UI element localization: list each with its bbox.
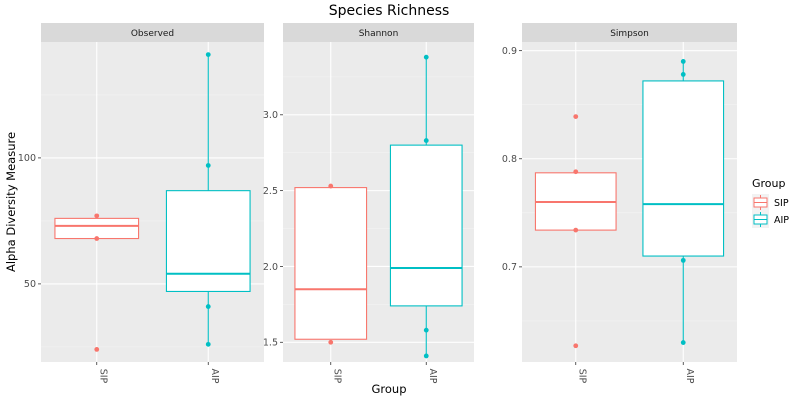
y-tick-label: 3.0 [263,110,278,121]
data-point [680,340,686,345]
facet-strip [522,23,737,42]
x-axis-title: Group [371,382,406,396]
box [54,217,140,240]
data-point [205,52,211,57]
boxplot-aip [389,54,463,359]
facet-simpson: Simpson 0.7 0.8 0.9 SIP AIP [502,23,737,384]
y-tick-label: 2.5 [263,186,278,197]
y-tick-label: 100 [18,153,36,164]
data-point [94,236,100,241]
x-tick-label: AIP [684,368,695,383]
facet-shannon: Shannon 1.5 2.0 2.5 3.0 SIP AIP [263,23,474,384]
boxplot-aip [642,59,725,345]
data-point [573,343,579,349]
data-point [205,304,211,309]
data-point [205,163,211,168]
data-point [423,353,429,359]
data-point [573,227,579,233]
boxplot-sip [534,114,617,349]
plot-title: Species Richness [329,3,450,19]
y-tick-label: 50 [24,279,36,290]
facet-strip-label: Simpson [610,29,649,39]
boxplot-sip [54,213,140,352]
data-point [573,114,579,119]
y-tick-label: 0.8 [502,154,517,165]
box [642,80,725,257]
x-tick-label: SIP [576,369,587,384]
facet-strip [41,23,264,42]
data-point [328,339,334,345]
box [165,190,251,292]
facet-strip-label: Shannon [359,29,399,39]
data-point [423,54,429,60]
y-tick-label: 0.7 [502,262,517,273]
y-axis-title: Alpha Diversity Measure [4,132,18,272]
box [294,187,368,340]
data-point [573,169,579,175]
legend: Group SIP AIP [752,177,789,228]
data-point [423,138,429,143]
facet-panels: Observed 50 100 SIP AIP Shannon 1.5 2.0 2.5 3.0 SI… [18,23,737,384]
facet-strip-label: Observed [131,29,174,39]
x-tick-label: AIP [427,368,438,383]
x-tick-label: SIP [331,369,342,384]
data-point [680,257,686,263]
y-tick-label: 1.5 [263,338,278,349]
data-point [328,183,334,189]
facet-strip [283,23,474,42]
legend-entry-sip: SIP [752,194,789,211]
data-point [680,59,686,64]
data-point [94,213,100,219]
boxplot-aip [165,52,251,347]
x-tick-label: SIP [97,369,108,384]
legend-label: SIP [774,198,789,209]
boxplot-sip [294,183,368,345]
box [389,144,463,307]
data-point [205,341,211,347]
x-tick-label: AIP [209,368,220,383]
y-tick-label: 2.0 [263,262,278,273]
facet-observed: Observed 50 100 SIP AIP [18,23,264,384]
legend-entry-aip: AIP [752,211,789,228]
data-point [423,327,429,333]
legend-label: AIP [774,215,789,226]
data-point [94,347,100,352]
data-point [680,72,686,77]
y-tick-label: 0.9 [502,46,517,57]
legend-title: Group [752,177,786,190]
